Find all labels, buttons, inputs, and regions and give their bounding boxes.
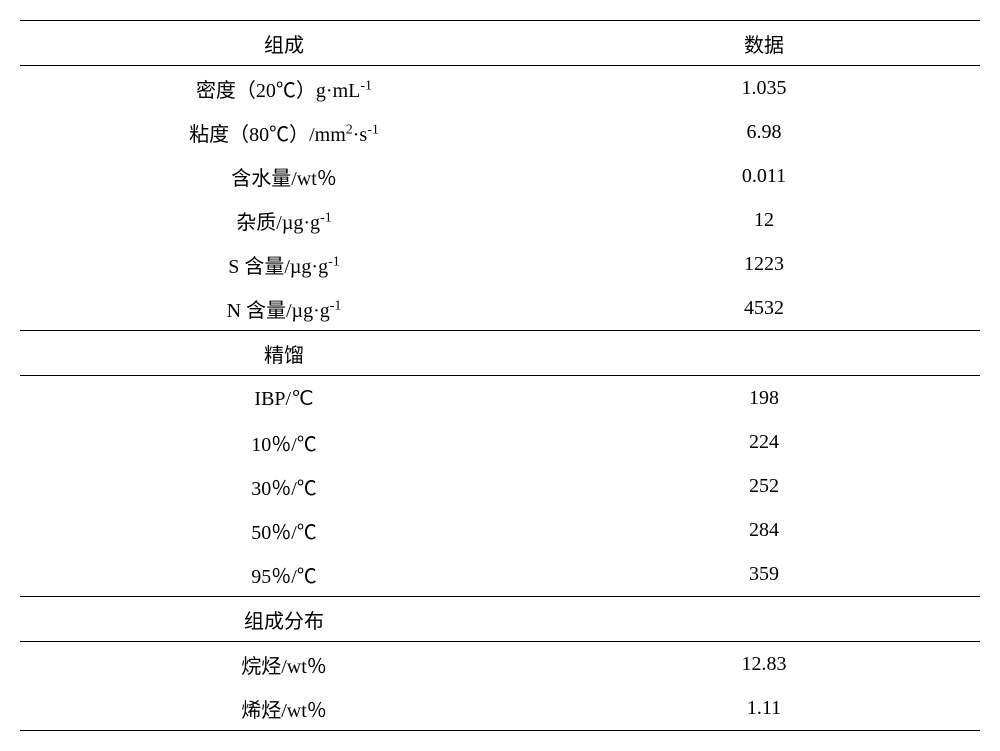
table-row: 烷烃/wt％ 12.83 [20, 642, 980, 687]
properties-table: 组成 数据 密度（20℃）g·mL-1 1.035 粘度（80℃）/mm2·s-… [20, 20, 980, 731]
row-value: 359 [548, 552, 980, 597]
row-value: 0.011 [548, 154, 980, 198]
row-label: 烯烃/wt％ [20, 686, 548, 731]
section-header-empty [548, 331, 980, 376]
row-label: 杂质/µg·g-1 [20, 198, 548, 242]
row-label: 密度（20℃）g·mL-1 [20, 66, 548, 111]
row-value: 284 [548, 508, 980, 552]
row-label: N 含量/µg·g-1 [20, 286, 548, 331]
table-row: S 含量/µg·g-1 1223 [20, 242, 980, 286]
row-value: 198 [548, 376, 980, 421]
table-row: 粘度（80℃）/mm2·s-1 6.98 [20, 110, 980, 154]
table-header-row: 组成 数据 [20, 21, 980, 66]
table-row: N 含量/µg·g-1 4532 [20, 286, 980, 331]
section-header: 组成分布 [20, 597, 548, 642]
row-label: 粘度（80℃）/mm2·s-1 [20, 110, 548, 154]
row-value: 4532 [548, 286, 980, 331]
section-header-empty [548, 597, 980, 642]
row-label: 10％/℃ [20, 420, 548, 464]
table-row: 30％/℃ 252 [20, 464, 980, 508]
row-value: 224 [548, 420, 980, 464]
table-row: 95％/℃ 359 [20, 552, 980, 597]
table-row: 10％/℃ 224 [20, 420, 980, 464]
row-value: 12 [548, 198, 980, 242]
row-label: S 含量/µg·g-1 [20, 242, 548, 286]
header-label: 组成 [20, 21, 548, 66]
row-label: 95％/℃ [20, 552, 548, 597]
table-row: 密度（20℃）g·mL-1 1.035 [20, 66, 980, 111]
table-row: 50％/℃ 284 [20, 508, 980, 552]
table-row: 烯烃/wt％ 1.11 [20, 686, 980, 731]
row-value: 12.83 [548, 642, 980, 687]
properties-table-container: 组成 数据 密度（20℃）g·mL-1 1.035 粘度（80℃）/mm2·s-… [20, 20, 980, 731]
table-row: IBP/℃ 198 [20, 376, 980, 421]
row-value: 1223 [548, 242, 980, 286]
row-label: 50％/℃ [20, 508, 548, 552]
table-row: 含水量/wt％ 0.011 [20, 154, 980, 198]
row-value: 252 [548, 464, 980, 508]
header-value: 数据 [548, 21, 980, 66]
section-header: 精馏 [20, 331, 548, 376]
section-header-row: 组成分布 [20, 597, 980, 642]
row-value: 1.035 [548, 66, 980, 111]
row-label: 30％/℃ [20, 464, 548, 508]
row-value: 6.98 [548, 110, 980, 154]
row-label: IBP/℃ [20, 376, 548, 421]
table-row: 杂质/µg·g-1 12 [20, 198, 980, 242]
row-label: 含水量/wt％ [20, 154, 548, 198]
section-header-row: 精馏 [20, 331, 980, 376]
row-value: 1.11 [548, 686, 980, 731]
row-label: 烷烃/wt％ [20, 642, 548, 687]
